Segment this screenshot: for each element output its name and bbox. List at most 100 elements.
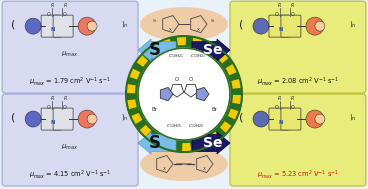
Wedge shape <box>177 36 186 46</box>
Text: X: X <box>163 167 166 171</box>
Polygon shape <box>196 88 209 101</box>
Text: $R$: $R$ <box>290 1 296 9</box>
Wedge shape <box>209 132 221 144</box>
Text: S: S <box>149 134 161 152</box>
FancyBboxPatch shape <box>53 108 73 130</box>
Text: $R$: $R$ <box>290 94 296 102</box>
Wedge shape <box>131 113 142 125</box>
Text: X: X <box>202 167 205 171</box>
FancyBboxPatch shape <box>269 15 289 37</box>
Circle shape <box>78 110 96 128</box>
Text: Br: Br <box>151 107 157 112</box>
Text: $\mu_{max}$ = 1.79 cm$^2$ V$^{-1}$ s$^{-1}$: $\mu_{max}$ = 1.79 cm$^2$ V$^{-1}$ s$^{-… <box>29 76 111 88</box>
Wedge shape <box>126 99 137 109</box>
Text: N: N <box>51 120 55 125</box>
Circle shape <box>78 17 96 35</box>
Circle shape <box>25 111 41 127</box>
Text: O: O <box>291 12 295 17</box>
Text: )$_n$: )$_n$ <box>349 19 357 29</box>
FancyArrow shape <box>138 132 176 154</box>
FancyBboxPatch shape <box>53 15 73 37</box>
Text: $C_{12}H_{25}$: $C_{12}H_{25}$ <box>188 122 204 130</box>
Circle shape <box>253 111 269 127</box>
Text: $R$: $R$ <box>277 94 282 102</box>
Wedge shape <box>151 134 163 146</box>
Text: X: X <box>197 28 199 32</box>
Circle shape <box>87 21 97 31</box>
Text: O: O <box>275 12 279 17</box>
Wedge shape <box>220 121 232 133</box>
Text: Br: Br <box>211 107 217 112</box>
Wedge shape <box>136 55 148 67</box>
Text: S: S <box>149 41 161 59</box>
Circle shape <box>126 36 242 152</box>
Text: )$_n$: )$_n$ <box>349 112 357 122</box>
Circle shape <box>306 17 324 35</box>
Circle shape <box>253 18 269 34</box>
Text: $R$: $R$ <box>50 94 54 102</box>
FancyBboxPatch shape <box>41 15 61 37</box>
Polygon shape <box>160 88 173 101</box>
FancyBboxPatch shape <box>230 1 366 93</box>
Wedge shape <box>226 64 237 75</box>
FancyBboxPatch shape <box>2 1 138 93</box>
Text: Se: Se <box>203 43 223 57</box>
Wedge shape <box>182 143 191 152</box>
Text: )$_n$: )$_n$ <box>121 112 129 122</box>
Wedge shape <box>231 79 242 89</box>
Text: $\rm Si$: $\rm Si$ <box>210 17 215 24</box>
Text: $R$: $R$ <box>63 1 68 9</box>
Text: $\mu_{max}$ = 5.23 cm$^2$ V$^{-1}$ s$^{-1}$: $\mu_{max}$ = 5.23 cm$^2$ V$^{-1}$ s$^{-… <box>257 169 339 181</box>
Wedge shape <box>232 95 242 104</box>
Text: $R$: $R$ <box>277 1 282 9</box>
Wedge shape <box>161 38 172 49</box>
Text: )$_n$: )$_n$ <box>121 19 129 29</box>
Text: $R$: $R$ <box>63 94 68 102</box>
Wedge shape <box>147 44 159 57</box>
Wedge shape <box>196 139 207 150</box>
Text: $C_{10}H_{21}$: $C_{10}H_{21}$ <box>168 52 184 60</box>
FancyBboxPatch shape <box>2 94 138 186</box>
Text: O: O <box>275 105 279 110</box>
Text: N: N <box>279 120 283 125</box>
Wedge shape <box>192 37 202 48</box>
Text: $\mu_{max}$: $\mu_{max}$ <box>61 143 79 152</box>
Text: O: O <box>291 105 295 110</box>
Text: (: ( <box>239 112 243 122</box>
FancyArrow shape <box>192 39 230 61</box>
Text: (: ( <box>11 112 15 122</box>
Circle shape <box>306 110 324 128</box>
Wedge shape <box>205 42 217 54</box>
Text: N: N <box>51 27 55 32</box>
Wedge shape <box>228 109 239 120</box>
Text: (: ( <box>11 19 15 29</box>
Text: O: O <box>189 77 193 82</box>
Text: O: O <box>175 77 179 82</box>
Text: $\mu_{max}$: $\mu_{max}$ <box>61 50 79 59</box>
Text: $R$: $R$ <box>50 1 54 9</box>
Text: $\rm Si$: $\rm Si$ <box>152 17 158 24</box>
FancyBboxPatch shape <box>269 108 289 130</box>
Text: O: O <box>63 105 67 110</box>
Text: N: N <box>279 27 283 32</box>
Ellipse shape <box>140 7 228 41</box>
Text: O: O <box>47 105 51 110</box>
FancyBboxPatch shape <box>230 94 366 186</box>
Text: $\mu_{max}$ = 4.15 cm$^2$ V$^{-1}$ s$^{-1}$: $\mu_{max}$ = 4.15 cm$^2$ V$^{-1}$ s$^{-… <box>29 169 111 181</box>
FancyArrow shape <box>192 132 230 154</box>
FancyBboxPatch shape <box>41 108 61 130</box>
FancyBboxPatch shape <box>281 15 301 37</box>
Text: (: ( <box>239 19 243 29</box>
Wedge shape <box>129 68 140 79</box>
Circle shape <box>315 114 325 124</box>
FancyBboxPatch shape <box>281 108 301 130</box>
Text: X: X <box>169 28 171 32</box>
Text: $\mu_{max}$ = 2.08 cm$^2$ V$^{-1}$ s$^{-1}$: $\mu_{max}$ = 2.08 cm$^2$ V$^{-1}$ s$^{-… <box>257 76 339 88</box>
Wedge shape <box>217 51 229 63</box>
Text: Se: Se <box>203 136 223 150</box>
Text: $C_{12}H_{25}$: $C_{12}H_{25}$ <box>166 122 182 130</box>
Text: $C_{10}H_{21}$: $C_{10}H_{21}$ <box>190 52 206 60</box>
Circle shape <box>138 48 230 140</box>
Ellipse shape <box>140 147 228 181</box>
Circle shape <box>87 114 97 124</box>
